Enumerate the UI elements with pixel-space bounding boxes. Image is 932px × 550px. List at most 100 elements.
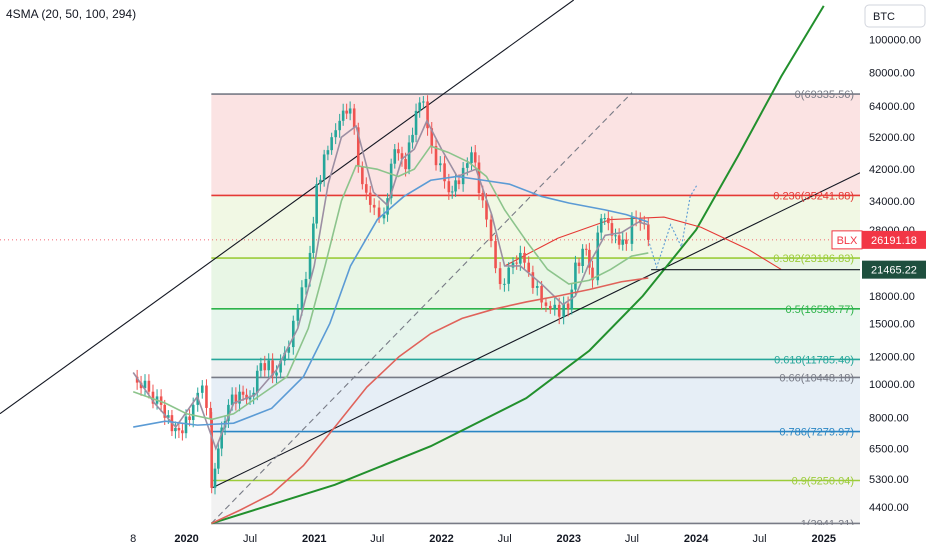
candle-body xyxy=(135,376,139,383)
time-axis: 8 2020 Jul 2021 Jul 2022 Jul 2023 Jul 2024 Jul 2025 xyxy=(0,525,932,550)
candle xyxy=(177,421,181,439)
candle xyxy=(382,207,386,225)
candle xyxy=(151,384,155,409)
candle-body xyxy=(584,248,588,250)
candle-body xyxy=(255,370,259,393)
fib-zone-0.5 xyxy=(211,308,860,360)
candle xyxy=(200,380,204,399)
candle-body xyxy=(163,404,167,418)
candle-body xyxy=(443,163,446,182)
candle xyxy=(607,211,610,231)
candle xyxy=(515,255,518,270)
candle xyxy=(338,113,341,138)
candle xyxy=(400,146,404,167)
candle-body xyxy=(614,235,617,237)
candle-body xyxy=(283,352,286,361)
candle xyxy=(245,388,248,405)
candle-body xyxy=(143,380,147,389)
time-tick-label: 2023 xyxy=(557,533,581,545)
time-tick-label: 2022 xyxy=(429,533,453,545)
time-tick-label: 2025 xyxy=(811,533,835,545)
price-tick-label: 10000.00 xyxy=(869,379,915,391)
candle-body xyxy=(540,286,543,303)
candle xyxy=(315,177,318,229)
candle-body xyxy=(147,380,151,392)
candle xyxy=(566,296,570,317)
candle xyxy=(443,156,446,189)
candle xyxy=(540,280,543,310)
candle-body xyxy=(430,128,434,147)
candle xyxy=(621,232,625,251)
candle xyxy=(430,122,434,154)
price-tick-label: 42000.00 xyxy=(869,164,915,176)
candle xyxy=(599,213,603,240)
candle-body xyxy=(330,137,333,151)
candle-body xyxy=(389,163,393,199)
time-tick-label: Jul xyxy=(625,533,639,545)
candle xyxy=(426,95,429,136)
candle xyxy=(470,146,473,171)
candle xyxy=(450,185,454,199)
candle xyxy=(617,228,621,250)
candle-body xyxy=(549,305,552,310)
currency-selector[interactable]: BTC xyxy=(864,4,926,28)
candle-body xyxy=(238,391,241,404)
candle-body xyxy=(372,204,376,208)
candle-body xyxy=(191,404,195,421)
candle xyxy=(397,142,400,161)
candle-body xyxy=(638,218,642,224)
candle xyxy=(614,228,617,244)
time-tick-label: Jul xyxy=(753,533,767,545)
price-tick-label: 5300.00 xyxy=(869,474,909,486)
candle xyxy=(345,103,348,120)
fib-zones xyxy=(211,94,860,524)
candle xyxy=(489,213,493,248)
fib-label-0.5: 0.5(16530.77) xyxy=(786,304,855,316)
time-tick-label: Jul xyxy=(243,533,257,545)
candle-body xyxy=(356,127,360,167)
fib-zone-0.382 xyxy=(211,258,860,309)
candle-body xyxy=(610,223,614,236)
fib-zone-0.236 xyxy=(211,195,860,259)
candle-body xyxy=(326,150,330,155)
candle-body xyxy=(511,262,515,268)
candle-body xyxy=(245,394,248,400)
candle-body xyxy=(588,249,591,268)
value-badge-label: 26191.18 xyxy=(871,235,917,247)
candle xyxy=(638,212,642,231)
fib-zone-0.66 xyxy=(211,377,860,432)
candle-body xyxy=(227,404,230,422)
candle-body xyxy=(167,415,170,418)
candle-body xyxy=(348,108,352,114)
candle-body xyxy=(400,153,404,160)
candle-body xyxy=(422,101,425,103)
candle xyxy=(352,103,356,135)
green-parabolic-curve xyxy=(211,5,825,525)
candle-body xyxy=(205,385,208,408)
candle-body xyxy=(304,278,308,288)
fib-label-0.66: 0.66(10448.18) xyxy=(779,372,854,384)
candle xyxy=(139,375,143,396)
candle xyxy=(263,355,267,377)
currency-box[interactable] xyxy=(864,4,926,28)
candle-body xyxy=(527,262,530,273)
candle xyxy=(549,301,552,314)
candle-body xyxy=(461,167,465,185)
candle xyxy=(267,353,271,378)
price-tick-label: 34000.00 xyxy=(869,196,915,208)
candle xyxy=(304,271,308,295)
time-tick-label: Jul xyxy=(370,533,384,545)
candle xyxy=(411,127,414,149)
candle-body xyxy=(338,120,341,131)
candle xyxy=(341,103,345,126)
candle xyxy=(279,354,282,379)
candle-body xyxy=(312,223,315,253)
candle xyxy=(523,246,526,269)
candle-body xyxy=(473,152,477,163)
candle xyxy=(312,216,315,259)
candle xyxy=(434,138,438,171)
candle-body xyxy=(607,218,610,224)
candle-body xyxy=(470,152,473,164)
candle-body xyxy=(481,192,485,201)
